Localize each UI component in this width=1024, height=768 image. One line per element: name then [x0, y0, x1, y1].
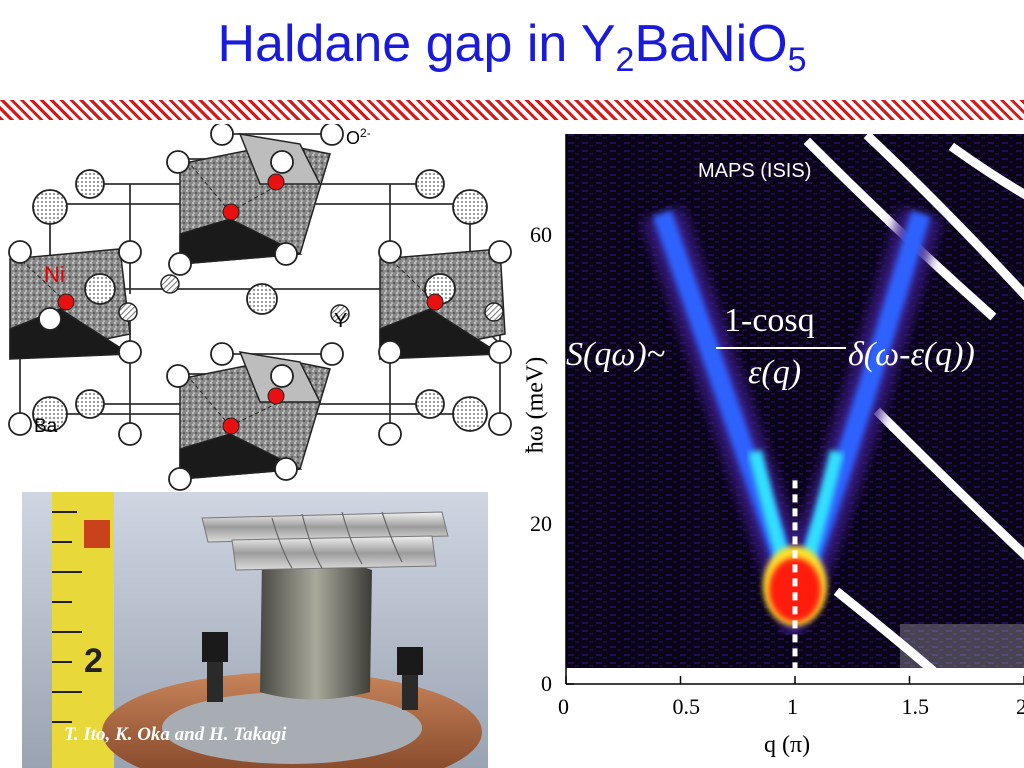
- barium-label: Ba: [34, 416, 58, 437]
- x-tick-label: 0.5: [672, 694, 701, 719]
- formula-rhs: δ(ω-ε(q)): [848, 336, 975, 373]
- formula-lhs: S(qω)~: [566, 336, 666, 373]
- y-tick-label: 20: [530, 510, 552, 536]
- x-tick-label: 1: [787, 694, 798, 719]
- yttrium-label: Y: [334, 310, 348, 332]
- nickel-label: Ni: [44, 262, 65, 287]
- fraction-bar: [716, 347, 846, 349]
- sample-photo: 2: [22, 492, 488, 768]
- crystal-structure-diagram: [0, 124, 524, 496]
- x-tick-label: 1.5: [901, 694, 930, 719]
- formula-numerator: 1-cosq: [724, 302, 815, 339]
- instrument-label: MAPS (ISIS): [698, 160, 812, 182]
- formula-denominator: ε(q): [748, 354, 802, 391]
- slide-title: Haldane gap in Y2BaNiO5: [217, 15, 807, 79]
- y-axis-label: ħω (meV): [522, 356, 549, 454]
- y-ticks: [566, 234, 574, 685]
- x-tick-label: 2: [1016, 694, 1024, 719]
- dispersion-heatmap: [565, 131, 1024, 685]
- x-tick-label: 0: [558, 694, 569, 719]
- divider-stripe: [0, 100, 1024, 120]
- photo-credit: T. Ito, K. Oka and H. Takagi: [64, 724, 287, 745]
- y-tick-label: 0: [541, 671, 552, 696]
- svg-text:2: 2: [84, 642, 103, 680]
- y-tick-label: 60: [530, 222, 552, 248]
- x-ticks: [565, 676, 1024, 684]
- oxygen-label: O2-: [346, 126, 371, 148]
- x-axis-label: q (π): [764, 732, 811, 758]
